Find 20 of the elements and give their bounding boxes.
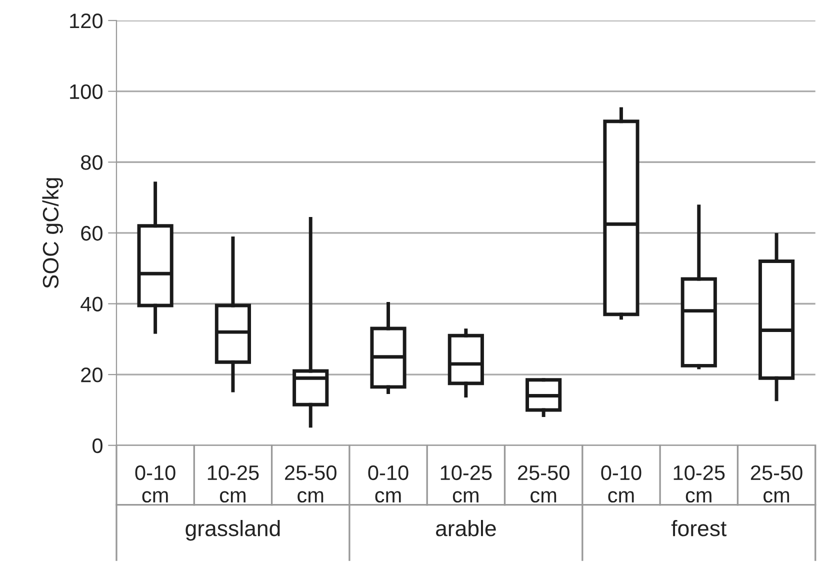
y-tick-label: 60 bbox=[81, 226, 102, 241]
y-tick-label: 20 bbox=[81, 368, 102, 382]
x-tick-label: 25-50 cm bbox=[518, 465, 570, 503]
x-tick-label: 25-50 cm bbox=[750, 465, 802, 503]
y-tick-label: 0 bbox=[92, 438, 102, 454]
text: forest bbox=[671, 520, 727, 536]
y-tick-label: 120 bbox=[70, 14, 102, 28]
x-tick-label: 10-25 cm bbox=[440, 465, 492, 503]
text: grassland bbox=[186, 520, 280, 541]
y-axis-title: SOC gC/kg bbox=[42, 178, 63, 288]
x-tick-label: 0-10 cm bbox=[601, 465, 642, 503]
x-tick-label: 0-10 cm bbox=[368, 465, 408, 503]
y-tick-label: 80 bbox=[81, 155, 102, 170]
x-tick-label: 10-25 cm bbox=[674, 465, 725, 503]
x-tick-label: 10-25 cm bbox=[208, 465, 259, 503]
y-tick-label: 100 bbox=[70, 84, 102, 100]
x-tick-label: 0-10 cm bbox=[135, 465, 176, 503]
text: arable bbox=[436, 520, 496, 536]
x-tick-label: 25-50 cm bbox=[285, 465, 336, 503]
y-tick-label: 40 bbox=[80, 296, 102, 312]
